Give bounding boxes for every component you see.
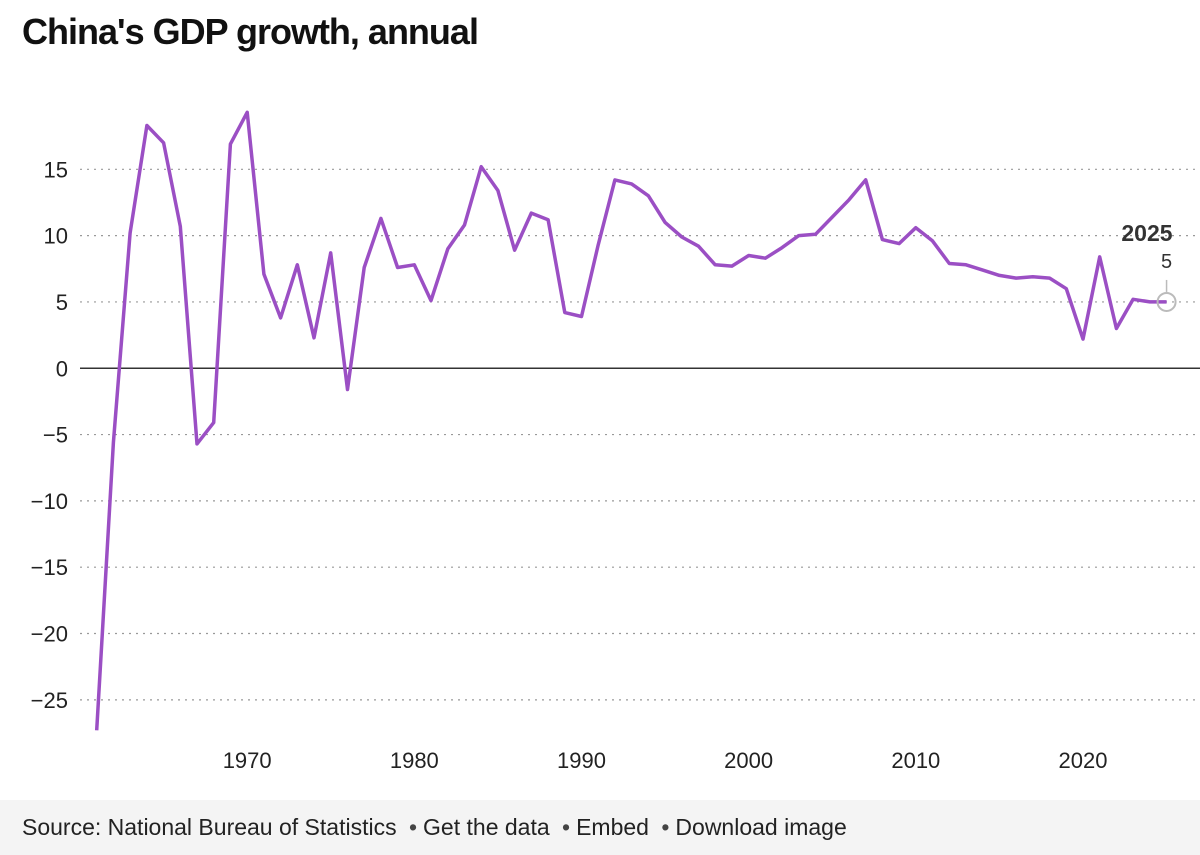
annotation-year: 2025 <box>1121 220 1172 246</box>
x-tick-label: 1990 <box>557 748 606 773</box>
annotation-value: 5 <box>1161 251 1172 273</box>
x-tick-label: 1980 <box>390 748 439 773</box>
separator: • <box>408 814 418 840</box>
link[interactable]: Embed <box>576 814 649 840</box>
y-tick-label: −5 <box>43 423 68 448</box>
y-tick-label: 15 <box>44 157 68 182</box>
y-tick-label: 5 <box>56 290 68 315</box>
y-tick-label: −15 <box>31 555 68 580</box>
y-tick-label: −25 <box>31 688 68 713</box>
y-tick-label: −20 <box>31 622 68 647</box>
source: Source: National Bureau of Statistics <box>22 814 397 840</box>
x-tick-label: 1970 <box>223 748 272 773</box>
end-marker <box>1156 291 1177 312</box>
chart-title: China's GDP growth, annual <box>22 11 478 52</box>
link[interactable]: Download image <box>675 814 847 840</box>
x-tick-label: 2000 <box>724 748 773 773</box>
y-tick-label: −10 <box>31 489 68 514</box>
separator: • <box>562 814 571 840</box>
link[interactable]: Get the data <box>423 814 550 840</box>
y-tick-label: 0 <box>56 356 68 381</box>
x-tick-label: 2020 <box>1059 748 1108 773</box>
chart: China's GDP growth, annual −25 −20 −15 −10 −… <box>22 11 1200 773</box>
x-tick-label: 2010 <box>891 748 940 773</box>
y-tick-label: 10 <box>44 224 68 249</box>
line <box>94 110 1167 731</box>
footer: Source: National Bureau of Statistics • G… <box>0 800 1200 855</box>
separator: • <box>661 814 670 840</box>
